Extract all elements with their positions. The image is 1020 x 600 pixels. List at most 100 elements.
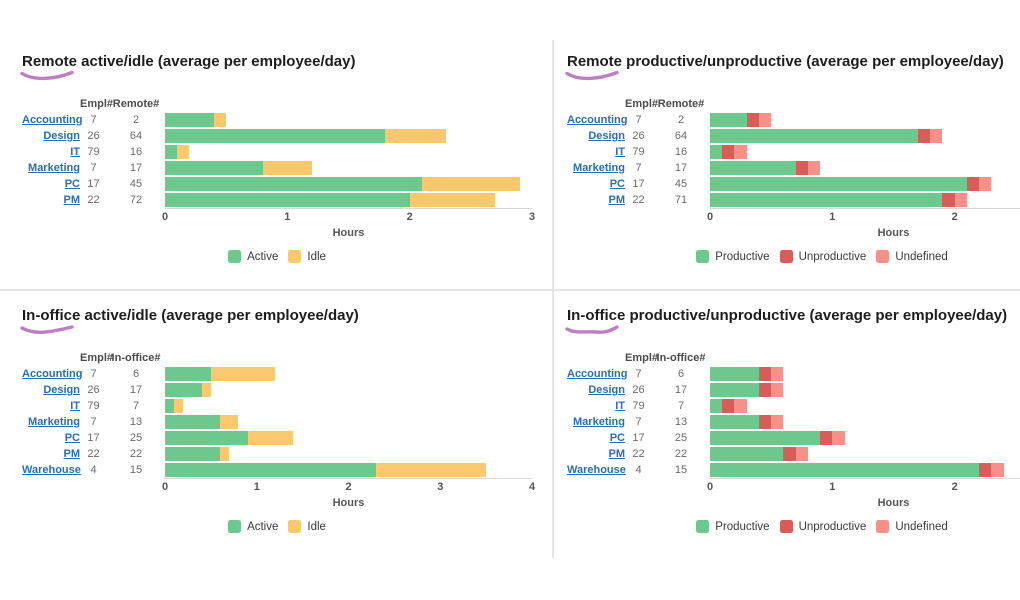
bar-segment-productive[interactable]	[710, 399, 723, 413]
department-link[interactable]: Accounting	[22, 114, 83, 126]
department-link[interactable]: PC	[609, 178, 625, 190]
bar-segment-productive[interactable]	[710, 129, 918, 143]
department-link[interactable]: PM	[608, 448, 626, 460]
bar-segment-idle[interactable]	[409, 193, 496, 207]
bar-segment-unproductive[interactable]	[746, 113, 759, 127]
department-link[interactable]: PM	[63, 448, 81, 460]
bar-segment-productive[interactable]	[710, 383, 759, 397]
legend-item-productive[interactable]: Productive	[696, 250, 770, 263]
bar-segment-active[interactable]	[165, 145, 178, 159]
department-link[interactable]: Design	[43, 384, 80, 396]
bar-segment-unproductive[interactable]	[722, 145, 735, 159]
bar-segment-undefined[interactable]	[930, 129, 943, 143]
bar-segment-active[interactable]	[165, 193, 410, 207]
legend-item-idle[interactable]: Idle	[288, 250, 326, 263]
legend-item-unproductive[interactable]: Unproductive	[779, 520, 866, 533]
department-link[interactable]: IT	[70, 400, 80, 412]
bar-segment-idle[interactable]	[262, 161, 312, 175]
bar-segment-active[interactable]	[165, 415, 221, 429]
bar-segment-active[interactable]	[165, 129, 386, 143]
department-link[interactable]: IT	[615, 400, 625, 412]
bar-segment-unproductive[interactable]	[966, 177, 980, 191]
bar-segment-undefined[interactable]	[734, 145, 747, 159]
bar-segment-undefined[interactable]	[734, 399, 747, 413]
bar-segment-unproductive[interactable]	[979, 463, 992, 477]
legend-item-idle[interactable]: Idle	[288, 520, 326, 533]
bar-segment-active[interactable]	[165, 161, 263, 175]
bar-segment-productive[interactable]	[710, 367, 759, 381]
department-link[interactable]: Marketing	[28, 416, 80, 428]
department-link[interactable]: Marketing	[573, 416, 625, 428]
legend-item-undefined[interactable]: Undefined	[876, 250, 948, 263]
bar-segment-productive[interactable]	[710, 113, 747, 127]
bar-segment-productive[interactable]	[710, 415, 759, 429]
bar-segment-active[interactable]	[165, 399, 175, 413]
bar-segment-idle[interactable]	[177, 145, 190, 159]
bar-segment-active[interactable]	[165, 367, 211, 381]
department-link[interactable]: Design	[588, 384, 625, 396]
bar-segment-undefined[interactable]	[832, 431, 845, 445]
legend-item-unproductive[interactable]: Unproductive	[779, 250, 866, 263]
bar-segment-productive[interactable]	[710, 431, 821, 445]
bar-segment-active[interactable]	[165, 383, 202, 397]
department-link[interactable]: PM	[608, 194, 626, 206]
department-link[interactable]: Accounting	[22, 368, 83, 380]
bar-segment-idle[interactable]	[201, 383, 211, 397]
bar-segment-active[interactable]	[165, 447, 221, 461]
bar-segment-undefined[interactable]	[979, 177, 992, 191]
bar-segment-undefined[interactable]	[758, 113, 772, 127]
department-link[interactable]: Marketing	[28, 162, 80, 174]
bar-segment-productive[interactable]	[710, 177, 967, 191]
department-link[interactable]: Accounting	[567, 368, 628, 380]
bar-segment-active[interactable]	[165, 177, 422, 191]
bar-segment-unproductive[interactable]	[917, 129, 931, 143]
bar-segment-productive[interactable]	[710, 447, 784, 461]
bar-segment-idle[interactable]	[174, 399, 184, 413]
department-link[interactable]: Marketing	[573, 162, 625, 174]
bar-segment-unproductive[interactable]	[795, 161, 808, 175]
bar-segment-idle[interactable]	[421, 177, 520, 191]
bar-segment-undefined[interactable]	[954, 193, 967, 207]
bar-segment-unproductive[interactable]	[783, 447, 796, 461]
bar-segment-undefined[interactable]	[991, 463, 1004, 477]
legend-item-productive[interactable]: Productive	[696, 520, 770, 533]
bar-segment-undefined[interactable]	[807, 161, 821, 175]
department-link[interactable]: Design	[43, 130, 80, 142]
bar-segment-idle[interactable]	[376, 463, 487, 477]
bar-segment-productive[interactable]	[710, 145, 723, 159]
department-link[interactable]: Design	[588, 130, 625, 142]
department-link[interactable]: Accounting	[567, 114, 628, 126]
department-link[interactable]: IT	[615, 146, 625, 158]
legend-item-active[interactable]: Active	[228, 520, 278, 533]
legend-item-active[interactable]: Active	[228, 250, 278, 263]
bar-segment-unproductive[interactable]	[758, 367, 772, 381]
bar-segment-idle[interactable]	[213, 113, 227, 127]
department-link[interactable]: Warehouse	[567, 464, 626, 476]
bar-segment-undefined[interactable]	[771, 367, 784, 381]
bar-segment-unproductive[interactable]	[758, 383, 772, 397]
bar-segment-unproductive[interactable]	[758, 415, 772, 429]
department-link[interactable]: Warehouse	[22, 464, 81, 476]
bar-segment-idle[interactable]	[247, 431, 294, 445]
bar-segment-productive[interactable]	[710, 161, 796, 175]
bar-segment-undefined[interactable]	[771, 415, 784, 429]
bar-segment-undefined[interactable]	[795, 447, 808, 461]
bar-segment-idle[interactable]	[385, 129, 447, 143]
department-link[interactable]: PC	[64, 178, 80, 190]
bar-segment-idle[interactable]	[220, 447, 230, 461]
department-link[interactable]: IT	[70, 146, 80, 158]
bar-segment-idle[interactable]	[220, 415, 239, 429]
bar-segment-undefined[interactable]	[771, 383, 784, 397]
bar-segment-unproductive[interactable]	[942, 193, 955, 207]
department-link[interactable]: PC	[64, 432, 80, 444]
bar-segment-active[interactable]	[165, 113, 214, 127]
bar-segment-productive[interactable]	[710, 193, 943, 207]
bar-segment-active[interactable]	[165, 463, 377, 477]
bar-segment-idle[interactable]	[210, 367, 276, 381]
bar-segment-active[interactable]	[165, 431, 248, 445]
department-link[interactable]: PC	[609, 432, 625, 444]
bar-segment-unproductive[interactable]	[722, 399, 735, 413]
department-link[interactable]: PM	[63, 194, 81, 206]
bar-segment-productive[interactable]	[710, 463, 980, 477]
legend-item-undefined[interactable]: Undefined	[876, 520, 948, 533]
